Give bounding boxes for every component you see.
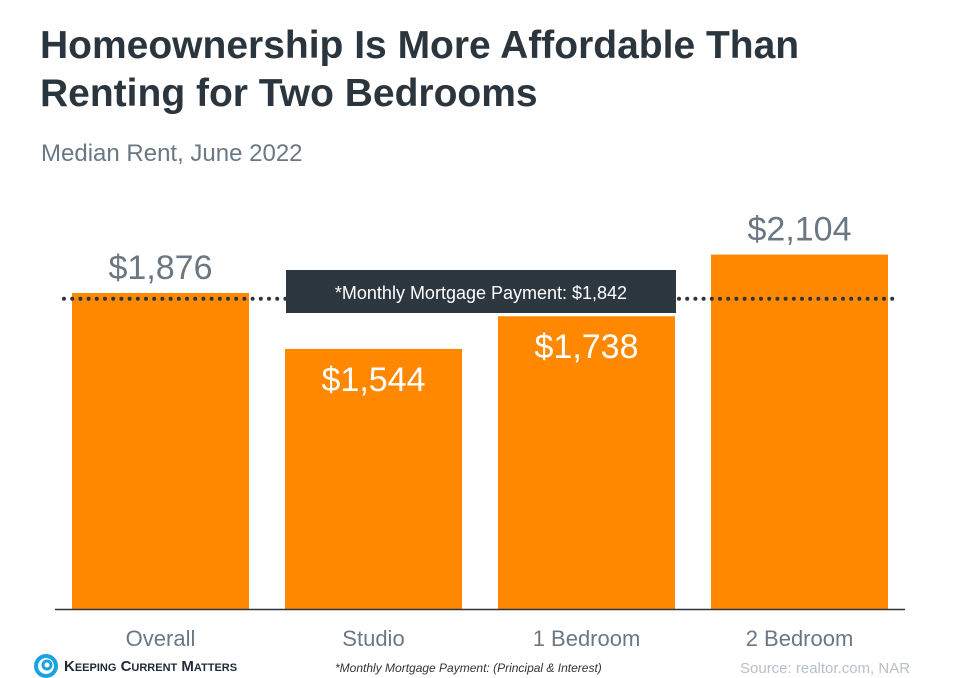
bar-2-bedroom [711,254,888,609]
logo: Keeping Current Matters [34,654,237,678]
reference-label-box [286,270,676,313]
chart-subtitle: Median Rent, June 2022 [41,140,303,167]
data-label: $1,544 [322,361,426,399]
x-tick-label: 2 Bedroom [746,626,854,651]
x-tick-label: 1 Bedroom [533,626,641,651]
x-tick-label: Studio [342,626,404,651]
title-line-1: Homeownership Is More Affordable Than [40,24,800,67]
data-label: $1,738 [535,328,639,366]
bar-overall [72,293,249,609]
data-label: $1,876 [109,249,213,287]
source-note: Source: realtor.com, NAR [740,660,911,677]
footnote: *Monthly Mortgage Payment: (Principal & … [335,661,602,675]
chart-title: Homeownership Is More Affordable Than Ren… [40,22,799,118]
logo-swirl-icon [34,654,58,678]
x-tick-label: Overall [126,626,196,651]
reference-label: *Monthly Mortgage Payment: $1,842 [335,283,627,303]
data-label: $2,104 [748,211,852,249]
logo-text: Keeping Current Matters [64,657,238,675]
bar-1-bedroom [498,316,675,609]
title-line-2: Renting for Two Bedrooms [40,72,538,115]
bar-studio [285,348,462,609]
